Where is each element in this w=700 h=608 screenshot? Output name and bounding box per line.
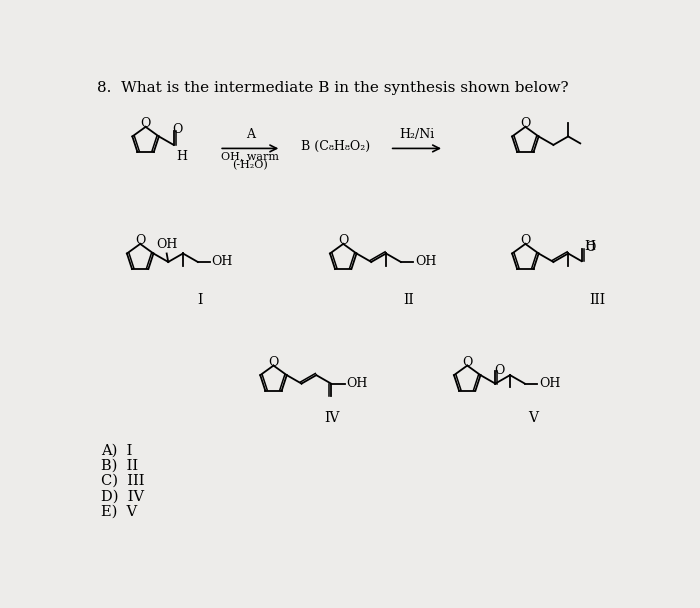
Text: OH: OH	[415, 255, 436, 269]
Text: OH, warm: OH, warm	[221, 151, 279, 162]
Text: O: O	[494, 364, 504, 377]
Text: A: A	[246, 128, 255, 140]
Text: I: I	[197, 293, 202, 307]
Text: OH: OH	[346, 377, 368, 390]
Text: OH: OH	[156, 238, 177, 251]
Text: B)  II: B) II	[102, 458, 139, 472]
Text: O: O	[268, 356, 279, 369]
Text: O: O	[462, 356, 472, 369]
Text: O: O	[141, 117, 150, 130]
Text: OH: OH	[539, 377, 560, 390]
Text: III: III	[589, 293, 606, 307]
Text: O: O	[172, 123, 183, 136]
Text: D)  IV: D) IV	[102, 489, 145, 503]
Text: (-H₂O): (-H₂O)	[232, 160, 268, 170]
Text: C)  III: C) III	[102, 474, 145, 488]
Text: 8.  What is the intermediate B in the synthesis shown below?: 8. What is the intermediate B in the syn…	[97, 81, 568, 95]
Text: V: V	[528, 411, 538, 425]
Text: H: H	[584, 241, 595, 254]
Text: II: II	[404, 293, 414, 307]
Text: E)  V: E) V	[102, 505, 138, 519]
Text: O: O	[520, 117, 531, 130]
Text: IV: IV	[324, 411, 340, 425]
Text: O: O	[135, 234, 146, 247]
Text: B (C₈H₈O₂): B (C₈H₈O₂)	[301, 140, 370, 153]
Text: H₂/Ni: H₂/Ni	[399, 128, 435, 140]
Text: H: H	[176, 150, 187, 162]
Text: O: O	[338, 234, 349, 247]
Text: O: O	[520, 234, 531, 247]
Text: OH: OH	[211, 255, 233, 269]
Text: O: O	[585, 241, 596, 254]
Text: A)  I: A) I	[102, 443, 133, 457]
